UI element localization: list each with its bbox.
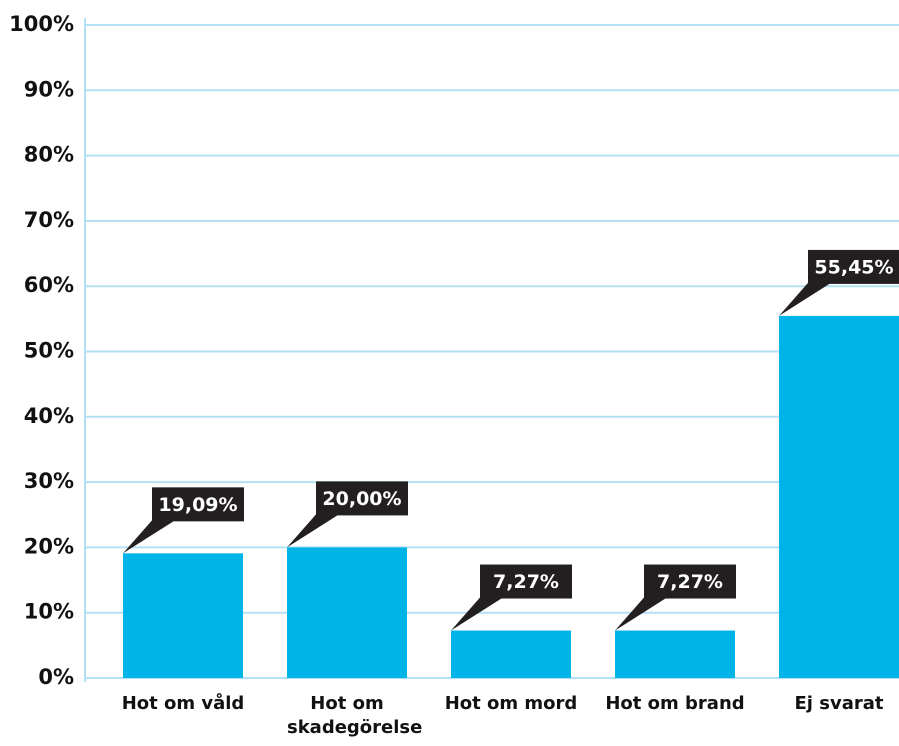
y-tick-label: 60% <box>24 273 74 297</box>
value-label: 7,27% <box>493 571 559 593</box>
bar <box>123 553 243 678</box>
callout-box <box>480 564 572 599</box>
y-tick-label: 20% <box>24 534 74 558</box>
x-tick-label: Hot om våld <box>121 693 245 714</box>
value-label: 19,09% <box>158 494 237 516</box>
bar <box>615 630 735 678</box>
y-tick-label: 90% <box>24 77 74 101</box>
bar <box>779 315 899 678</box>
y-tick-label: 100% <box>9 12 74 36</box>
y-tick-label: 50% <box>24 339 74 363</box>
value-label: 55,45% <box>814 256 893 278</box>
callout-tail <box>123 520 175 554</box>
x-tick-label: Hot om skadegörelse <box>287 693 423 738</box>
x-tick-label: Hot om brand <box>605 693 745 714</box>
bar <box>451 630 571 678</box>
value-label: 20,00% <box>322 488 401 510</box>
y-tick-label: 80% <box>24 143 74 167</box>
x-tick-label: Hot om mord <box>444 693 578 714</box>
y-tick-label: 10% <box>24 600 74 624</box>
callout-box <box>808 249 899 284</box>
y-tick-label: 40% <box>24 404 74 428</box>
x-tick-label: Ej svarat <box>794 693 884 714</box>
callout-box <box>316 481 408 516</box>
callout-tail <box>779 282 831 316</box>
bar <box>287 547 407 678</box>
callout-box <box>644 564 736 599</box>
callout-tail <box>451 597 503 631</box>
y-tick-label: 70% <box>24 208 74 232</box>
y-tick-label: 30% <box>24 469 74 493</box>
value-label: 7,27% <box>657 571 723 593</box>
callout-tail <box>287 514 339 548</box>
y-tick-label: 0% <box>38 665 74 689</box>
callout-box <box>152 487 244 522</box>
callout-tail <box>615 597 667 631</box>
